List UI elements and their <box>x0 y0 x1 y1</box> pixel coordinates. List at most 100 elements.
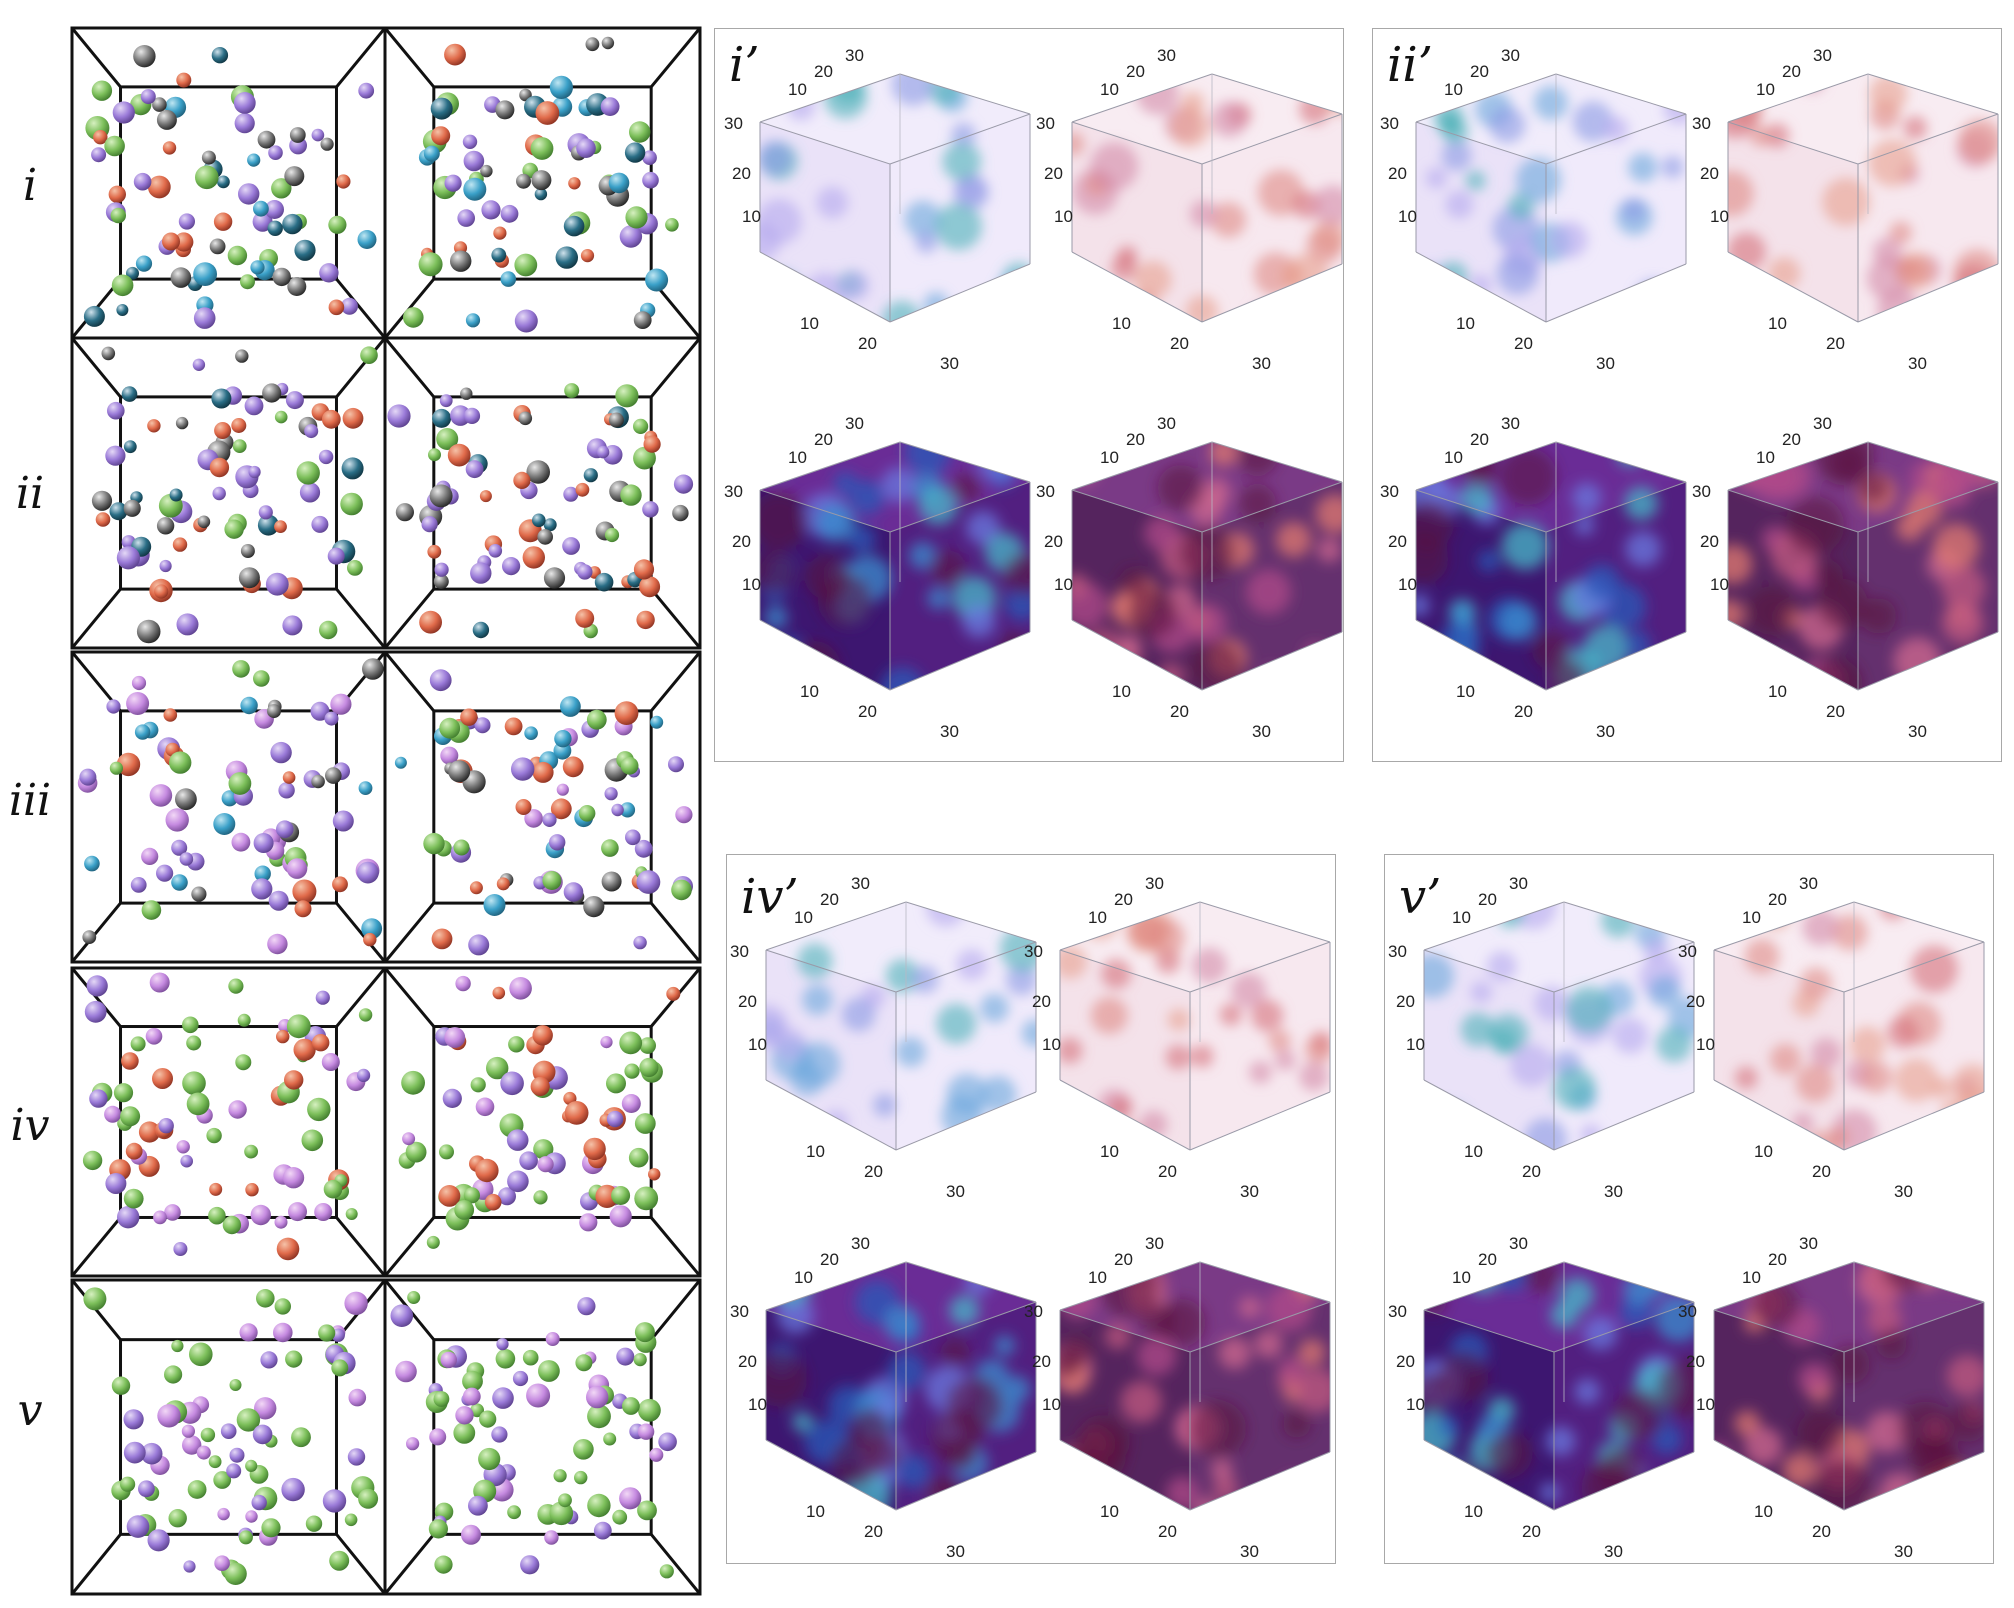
cube-face <box>1728 122 1858 322</box>
particle-sphere <box>634 1186 659 1211</box>
density-blob <box>1060 1348 1082 1380</box>
density-blob <box>927 587 950 610</box>
density-blob <box>1081 629 1123 671</box>
cube-edge <box>1423 1439 1555 1511</box>
density-blob <box>1416 534 1449 585</box>
box-edge <box>383 337 435 398</box>
density-blob <box>1886 1016 1919 1049</box>
density-blob <box>1146 918 1186 957</box>
cube-edge <box>1199 1261 1331 1303</box>
particle-sphere <box>193 262 218 286</box>
density-blob <box>1879 902 1907 920</box>
cube-edge <box>1545 631 1687 691</box>
density-blob <box>1266 1285 1313 1332</box>
particle-sphere <box>147 419 161 433</box>
particle-sphere <box>233 92 256 114</box>
density-blob <box>1625 531 1661 567</box>
particle-sphere <box>110 207 127 224</box>
particle-sphere <box>433 1391 450 1407</box>
particle-sphere <box>395 1360 417 1383</box>
axis-tick-label: 30 <box>724 114 743 133</box>
particle-sphere <box>432 408 452 428</box>
cube-edge <box>1857 631 1999 691</box>
density-blob <box>1728 599 1745 630</box>
cube-svg <box>1415 73 1687 323</box>
particle-sphere <box>232 660 250 678</box>
axis-tick-label: 30 <box>1894 1182 1913 1201</box>
axis-tick-label: 10 <box>742 207 761 226</box>
density-blob <box>1849 1026 1886 1063</box>
density-blob <box>1180 91 1205 115</box>
particle-sphere <box>470 1403 484 1418</box>
density-blob <box>1786 496 1845 555</box>
density-blob <box>980 993 1009 1023</box>
axis-tick-label: 30 <box>1596 354 1615 373</box>
particle-sphere <box>472 621 490 639</box>
density-blob <box>1469 274 1492 297</box>
particle-sphere <box>543 518 557 532</box>
particle-sphere <box>577 564 593 580</box>
density-blob <box>895 1037 926 1068</box>
density-blob <box>1792 1112 1814 1134</box>
particle-sphere <box>268 145 283 160</box>
particle-sphere <box>479 1410 497 1428</box>
density-blob <box>1218 1337 1251 1370</box>
particle-sphere <box>421 516 438 533</box>
particle-box-r4-c2 <box>383 966 702 1278</box>
density-blob <box>1634 279 1674 320</box>
particle-sphere <box>321 409 341 429</box>
cube-face <box>1844 942 1984 1150</box>
axis-tick-label: 30 <box>1240 1542 1259 1561</box>
particle-sphere <box>484 1193 502 1211</box>
particle-sphere <box>312 1034 330 1052</box>
particle-sphere <box>291 1427 311 1448</box>
cube-edge <box>1201 481 1343 533</box>
particle-sphere <box>271 178 292 199</box>
density-blob <box>1813 560 1844 590</box>
density-blob <box>1288 1121 1317 1150</box>
particle-sphere <box>533 1139 554 1160</box>
particle-sphere <box>162 141 177 155</box>
axis-tick-label: 30 <box>1157 46 1176 65</box>
density-blob <box>1189 1400 1247 1458</box>
density-blob <box>1747 586 1797 636</box>
particle-sphere <box>189 1342 213 1367</box>
particle-sphere <box>267 704 281 719</box>
particle-sphere <box>387 404 411 428</box>
density-blob <box>1866 1411 1907 1453</box>
particle-sphere <box>427 544 442 559</box>
density-blob <box>1943 648 1998 690</box>
particle-sphere <box>138 1480 155 1498</box>
particle-sphere <box>496 877 510 891</box>
particle-sphere <box>619 802 636 818</box>
particle-sphere <box>549 834 566 851</box>
axis-tick-label: 30 <box>1604 1542 1623 1561</box>
axis-tick-label: 10 <box>1042 1395 1061 1414</box>
density-blob <box>885 958 920 993</box>
density-blob <box>1603 116 1629 142</box>
particle-sphere <box>478 1447 501 1471</box>
particle-sphere <box>535 101 560 125</box>
density-blob <box>1424 1285 1448 1316</box>
density-blob <box>1002 262 1030 297</box>
particle-sphere <box>288 1202 307 1222</box>
particle-sphere <box>252 670 270 687</box>
particle-sphere <box>439 394 453 408</box>
particle-sphere <box>621 1094 641 1113</box>
particle-sphere <box>332 876 348 893</box>
axis-tick-label: 20 <box>1686 992 1705 1011</box>
particle-sphere <box>498 1187 516 1206</box>
particle-sphere <box>222 1215 242 1235</box>
axis-tick-label: 10 <box>1406 1395 1425 1414</box>
density-blob <box>1238 1296 1261 1319</box>
density-blob <box>1876 1328 1907 1359</box>
particle-sphere <box>402 1132 416 1146</box>
density-blob <box>1120 1381 1162 1423</box>
particle-sphere <box>500 204 519 223</box>
density-blob <box>1936 442 1983 486</box>
density-blob <box>797 943 833 979</box>
particle-sphere <box>465 313 481 328</box>
box-edge <box>383 651 435 712</box>
cube-edge <box>1727 121 1859 165</box>
axis-tick-label: 20 <box>1700 164 1719 183</box>
